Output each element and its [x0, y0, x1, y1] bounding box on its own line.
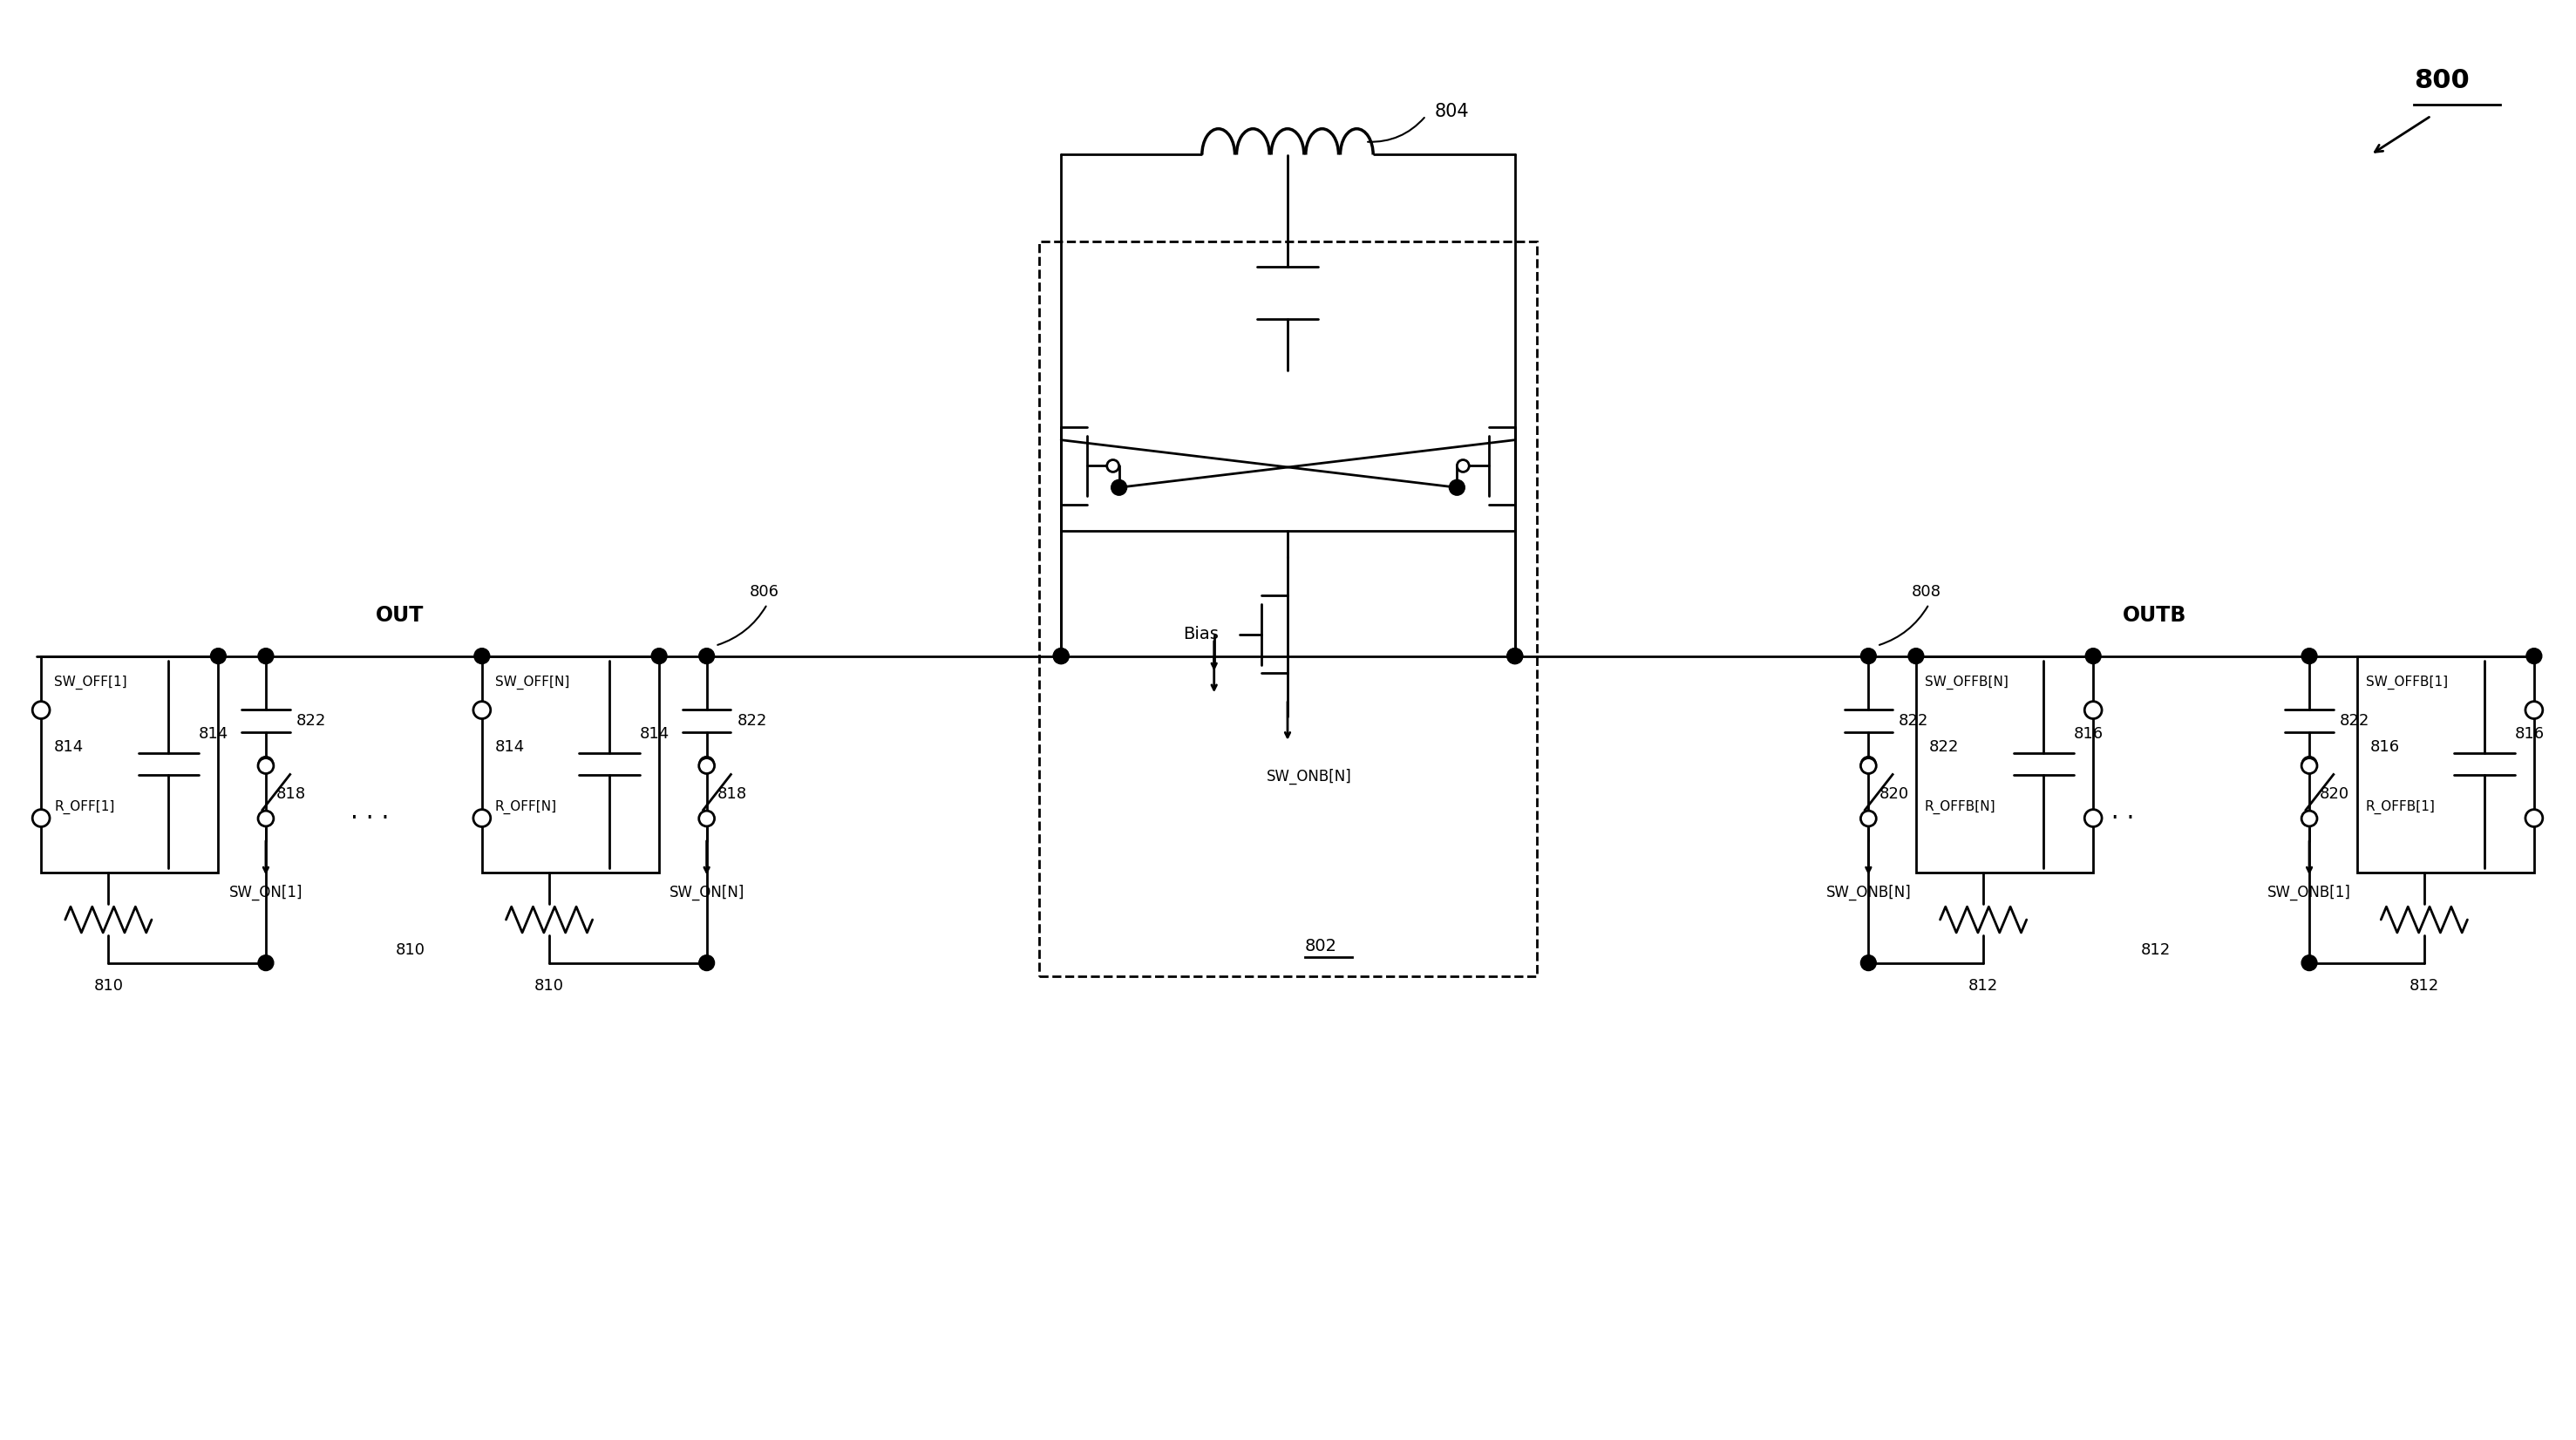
Bar: [2357, 657, 2535, 873]
Circle shape: [1110, 480, 1126, 495]
Text: 800: 800: [2414, 68, 2470, 94]
Text: 810: 810: [93, 978, 124, 994]
Circle shape: [258, 811, 273, 827]
Circle shape: [2087, 648, 2102, 664]
Circle shape: [2300, 757, 2316, 773]
Text: . . .: . . .: [2094, 799, 2133, 824]
Circle shape: [698, 756, 714, 772]
Circle shape: [474, 701, 489, 719]
Text: SW_OFFB[N]: SW_OFFB[N]: [1924, 675, 2009, 690]
Text: 820: 820: [1878, 786, 1909, 802]
Circle shape: [33, 701, 49, 719]
Text: R_OFF[N]: R_OFF[N]: [495, 801, 556, 815]
Circle shape: [258, 955, 273, 971]
Circle shape: [1507, 648, 1522, 664]
Circle shape: [2524, 701, 2543, 719]
Text: SW_ONB[N]: SW_ONB[N]: [1826, 884, 1911, 900]
Circle shape: [652, 648, 667, 664]
Text: 816: 816: [2370, 739, 2401, 755]
Circle shape: [2300, 648, 2316, 664]
Circle shape: [1054, 648, 1069, 664]
Text: 816: 816: [2514, 726, 2545, 742]
Text: SW_ONB[1]: SW_ONB[1]: [2267, 884, 2352, 900]
Text: 822: 822: [1899, 713, 1929, 729]
Text: R_OFF[1]: R_OFF[1]: [54, 801, 113, 815]
Circle shape: [258, 756, 273, 772]
Text: 822: 822: [296, 713, 327, 729]
Text: 814: 814: [495, 739, 526, 755]
Text: 822: 822: [737, 713, 768, 729]
Text: 810: 810: [533, 978, 564, 994]
Circle shape: [1860, 955, 1875, 971]
Bar: [482, 657, 659, 873]
Circle shape: [1450, 480, 1466, 495]
Text: 812: 812: [2141, 942, 2172, 958]
Text: OUTB: OUTB: [2123, 605, 2187, 626]
Text: SW_ONB[N]: SW_ONB[N]: [1267, 769, 1352, 785]
Circle shape: [474, 648, 489, 664]
Text: 814: 814: [54, 739, 85, 755]
Text: 814: 814: [639, 726, 670, 742]
Bar: [1917, 657, 2094, 873]
Circle shape: [1458, 459, 1468, 472]
Bar: [1041, 240, 1535, 976]
Circle shape: [258, 757, 273, 773]
Circle shape: [2300, 955, 2316, 971]
Circle shape: [2300, 756, 2316, 772]
Circle shape: [2300, 811, 2316, 827]
Text: SW_OFFB[1]: SW_OFFB[1]: [2365, 675, 2447, 690]
Circle shape: [1054, 648, 1069, 664]
Text: 820: 820: [2318, 786, 2349, 802]
Text: 812: 812: [2409, 978, 2439, 994]
Text: OUT: OUT: [376, 605, 425, 626]
Text: 814: 814: [198, 726, 229, 742]
Text: 822: 822: [2339, 713, 2370, 729]
Circle shape: [2084, 809, 2102, 827]
Circle shape: [2524, 809, 2543, 827]
Circle shape: [258, 648, 273, 664]
Text: Bias: Bias: [1182, 626, 1218, 642]
Circle shape: [1860, 757, 1875, 773]
Text: 810: 810: [397, 942, 425, 958]
Circle shape: [1909, 648, 1924, 664]
Text: 818: 818: [276, 786, 307, 802]
Text: SW_ON[1]: SW_ON[1]: [229, 884, 301, 900]
Circle shape: [2527, 648, 2543, 664]
Circle shape: [698, 955, 714, 971]
Circle shape: [1507, 648, 1522, 664]
Text: 816: 816: [2074, 726, 2105, 742]
Text: SW_ON[N]: SW_ON[N]: [670, 884, 744, 900]
Circle shape: [1108, 459, 1118, 472]
Text: SW_OFF[N]: SW_OFF[N]: [495, 675, 569, 690]
Circle shape: [698, 757, 714, 773]
Circle shape: [698, 811, 714, 827]
Text: R_OFFB[N]: R_OFFB[N]: [1924, 801, 1996, 815]
Circle shape: [1860, 648, 1875, 664]
Text: 808: 808: [1911, 585, 1942, 600]
Circle shape: [2084, 701, 2102, 719]
Text: . . .: . . .: [350, 799, 389, 824]
Circle shape: [1860, 811, 1875, 827]
Text: R_OFFB[1]: R_OFFB[1]: [2365, 801, 2434, 815]
Text: 804: 804: [1435, 102, 1468, 120]
Circle shape: [698, 648, 714, 664]
Circle shape: [33, 809, 49, 827]
Bar: [41, 657, 219, 873]
Text: SW_OFF[1]: SW_OFF[1]: [54, 675, 126, 690]
Text: 802: 802: [1306, 937, 1337, 955]
Circle shape: [1860, 756, 1875, 772]
Text: 812: 812: [1968, 978, 1999, 994]
Text: 806: 806: [750, 585, 781, 600]
Circle shape: [211, 648, 227, 664]
Text: 818: 818: [716, 786, 747, 802]
Text: 822: 822: [1929, 739, 1958, 755]
Circle shape: [474, 809, 489, 827]
